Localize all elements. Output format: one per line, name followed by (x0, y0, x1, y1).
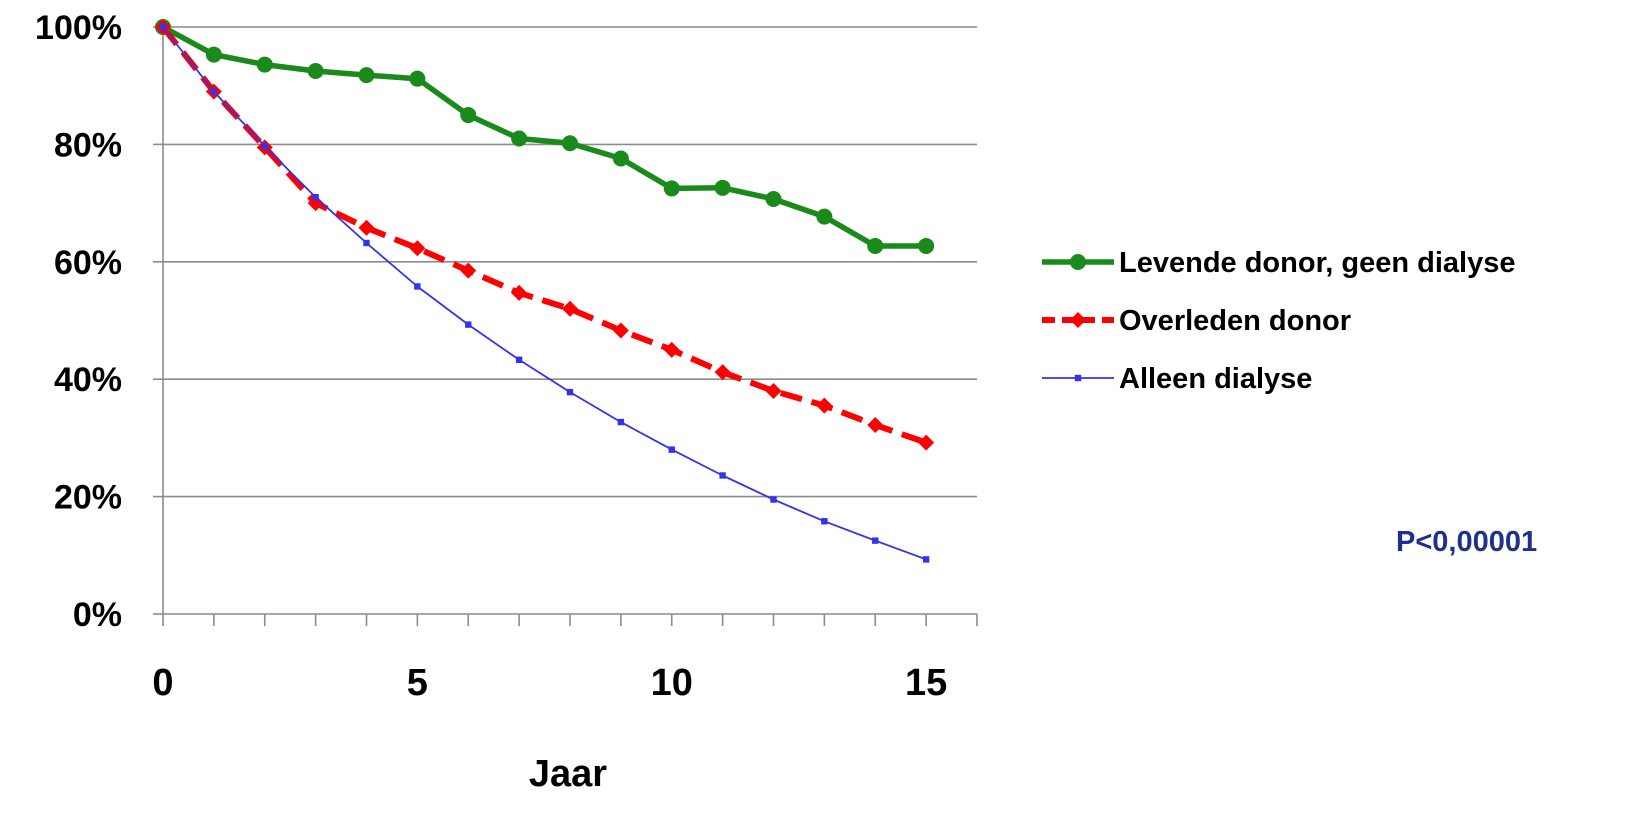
y-tick-label: 80% (54, 126, 122, 164)
data-point (816, 397, 833, 414)
y-tick-label: 0% (73, 596, 122, 634)
legend-item: Alleen dialyse (1042, 363, 1312, 395)
x-tick-label: 10 (651, 662, 693, 704)
legend-label: Alleen dialyse (1119, 363, 1312, 395)
legend-item: Overleden donor (1042, 305, 1351, 337)
data-point (465, 321, 472, 328)
data-point (816, 208, 833, 225)
y-tick-label: 60% (54, 244, 122, 282)
x-tick-label: 5 (407, 662, 428, 704)
data-point (511, 284, 528, 301)
legend-swatch-marker (1074, 374, 1082, 382)
data-point (918, 434, 935, 451)
x-tick-label: 0 (152, 662, 173, 704)
y-tick-label: 40% (54, 361, 122, 399)
data-point (765, 190, 782, 207)
data-point (307, 63, 324, 80)
data-point (922, 556, 930, 563)
series-1 (155, 19, 935, 451)
data-point (612, 322, 629, 339)
data-point (159, 23, 167, 31)
series-line (162, 26, 927, 561)
data-point (663, 341, 680, 358)
legend: Levende donor, geen dialyse Overleden don… (1042, 247, 1515, 395)
data-point (872, 537, 879, 544)
axes (153, 26, 978, 626)
tick-labels: 0% 20% 40% 60% 80% 100% 0 5 10 15 (35, 9, 947, 704)
data-point (409, 70, 426, 87)
legend-swatch-marker (1070, 312, 1086, 328)
data-point (460, 107, 477, 124)
y-tick-label: 20% (54, 479, 122, 517)
data-point (562, 300, 578, 317)
legend-swatch-marker (1070, 254, 1086, 270)
data-point (307, 195, 324, 212)
data-point (205, 46, 222, 63)
x-tick-label: 15 (905, 662, 947, 704)
data-point (918, 237, 935, 254)
series-line (160, 25, 928, 446)
data-point (358, 219, 375, 236)
legend-item: Levende donor, geen dialyse (1042, 247, 1515, 279)
data-point (714, 364, 731, 381)
p-value-annotation: P<0,00001 (1396, 526, 1537, 558)
data-point (617, 418, 625, 426)
data-point (765, 382, 782, 399)
data-point (663, 180, 680, 197)
data-point (714, 179, 731, 196)
data-point (511, 130, 528, 147)
legend-label: Overleden donor (1119, 305, 1351, 337)
data-point (409, 240, 426, 257)
data-point (770, 496, 777, 503)
series-0 (155, 19, 935, 254)
data-point (562, 135, 578, 152)
legend-label: Levende donor, geen dialyse (1119, 247, 1515, 279)
data-point (867, 416, 884, 433)
data-point (460, 262, 477, 279)
y-tick-label: 100% (35, 9, 122, 47)
data-point (256, 56, 273, 73)
data-point (312, 194, 319, 201)
series-2 (159, 23, 930, 563)
data-point (566, 388, 574, 396)
grid-lines (163, 26, 977, 498)
series-line (161, 24, 927, 249)
data-point (719, 472, 726, 479)
data-point (414, 283, 421, 290)
data-point (363, 239, 370, 247)
data-point (261, 142, 268, 150)
x-axis-title: Jaar (529, 753, 607, 795)
data-point (821, 518, 828, 525)
data-point (867, 237, 884, 254)
data-point (612, 150, 629, 167)
data-series (155, 19, 935, 563)
data-point (515, 356, 523, 364)
data-point (210, 88, 218, 95)
data-point (668, 446, 675, 453)
data-point (358, 67, 375, 84)
